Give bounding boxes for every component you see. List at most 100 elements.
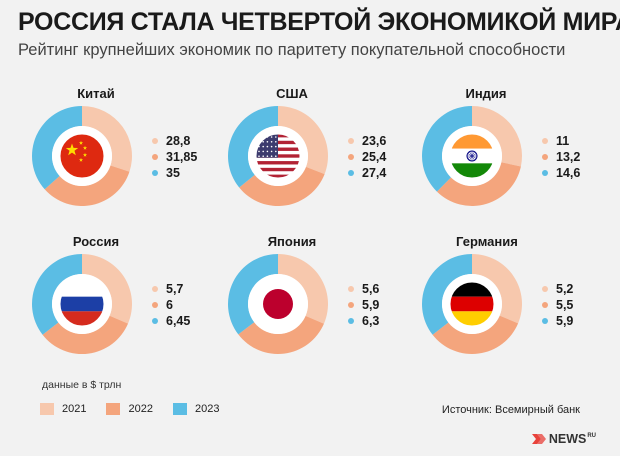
value-dot xyxy=(542,318,548,324)
value-label: 23,6 xyxy=(362,134,387,148)
logo-text: NEWS xyxy=(548,432,587,446)
value-label: 27,4 xyxy=(362,166,387,180)
value-label: 5,6 xyxy=(362,282,380,296)
donut-slice-2022 xyxy=(239,166,325,206)
logo-sup: RU xyxy=(587,433,596,439)
value-row-2023: 5,9 xyxy=(542,313,573,329)
legend-item-2021: 2021 xyxy=(40,403,86,415)
country-panel: Индия 11 13,2 14,6 xyxy=(420,86,620,226)
value-label: 35 xyxy=(166,166,180,180)
value-list: 23,6 25,4 27,4 xyxy=(348,133,386,181)
value-row-2023: 14,6 xyxy=(542,165,580,181)
source-note: Источник: Всемирный банк xyxy=(441,404,580,416)
donut-chart xyxy=(228,106,328,206)
unit-note: данные в $ трлн xyxy=(42,379,122,391)
value-list: 28,8 31,85 35 xyxy=(152,133,197,181)
value-list: 11 13,2 14,6 xyxy=(542,133,580,181)
value-dot xyxy=(152,286,158,292)
legend-label-2022: 2022 xyxy=(128,403,153,415)
donut-chart xyxy=(32,106,132,206)
value-label: 13,2 xyxy=(556,150,581,164)
donut-slice-2021 xyxy=(472,254,522,324)
legend-swatch-2023 xyxy=(172,403,187,415)
value-row-2023: 35 xyxy=(152,165,197,181)
donut-slice-2023 xyxy=(32,254,82,335)
value-dot xyxy=(348,170,354,176)
country-name: Россия xyxy=(72,234,120,249)
value-row-2022: 31,85 xyxy=(152,149,197,165)
russia-flag xyxy=(60,282,104,326)
donut-slice-2021 xyxy=(82,106,132,172)
value-row-2021: 28,8 xyxy=(152,133,197,149)
value-label: 5,2 xyxy=(556,282,574,296)
value-row-2021: 5,6 xyxy=(348,281,379,297)
value-list: 5,7 6 6,45 xyxy=(152,281,190,329)
news-logo: NEWS RU xyxy=(531,432,596,446)
legend-item-2023: 2023 xyxy=(172,403,220,415)
value-label: 5,5 xyxy=(556,298,574,312)
country-name: Индия xyxy=(465,86,507,101)
value-dot xyxy=(542,138,548,144)
value-dot xyxy=(348,318,354,324)
donut-chart xyxy=(228,254,328,354)
donut-slice-2022 xyxy=(238,315,324,354)
logo-mark-icon xyxy=(531,434,546,444)
donut-chart xyxy=(422,106,522,206)
value-label: 6,3 xyxy=(362,314,380,328)
value-label: 5,9 xyxy=(362,298,380,312)
value-dot xyxy=(348,138,354,144)
value-dot xyxy=(152,138,158,144)
china-flag xyxy=(60,134,104,178)
value-dot xyxy=(542,302,548,308)
value-row-2022: 25,4 xyxy=(348,149,386,165)
page-title: РОССИЯ СТАЛА ЧЕТВЕРТОЙ ЭКОНОМИКОЙ МИРА xyxy=(18,8,620,36)
value-dot xyxy=(348,286,354,292)
legend-label-2021: 2021 xyxy=(62,403,87,415)
value-dot xyxy=(152,318,158,324)
value-label: 5,9 xyxy=(556,314,574,328)
donut-slice-2021 xyxy=(278,106,328,175)
donut-slice-2021 xyxy=(278,254,328,324)
donut-slice-2023 xyxy=(228,106,278,188)
country-panel: Россия 5,7 6 6,45 xyxy=(30,234,230,374)
donut-slice-2022 xyxy=(432,315,519,354)
country-panel: Япония 5,6 5,9 6,3 xyxy=(226,234,426,374)
value-label: 6,45 xyxy=(166,314,191,328)
value-row-2021: 11 xyxy=(542,133,580,149)
country-panel: США 23,6 25,4 27,4 xyxy=(226,86,426,226)
value-label: 5,7 xyxy=(166,282,184,296)
donut-slice-2021 xyxy=(472,106,522,167)
value-row-2021: 5,7 xyxy=(152,281,190,297)
donut-slice-2022 xyxy=(42,315,129,354)
value-dot xyxy=(152,170,158,176)
page-subtitle: Рейтинг крупнейших экономик по паритету … xyxy=(18,41,566,59)
donut-slice-2023 xyxy=(422,106,472,192)
country-panel: Китай 28,8 31,85 35 xyxy=(30,86,230,226)
value-label: 28,8 xyxy=(166,134,191,148)
legend-swatch-2022 xyxy=(106,403,121,415)
value-dot xyxy=(152,302,158,308)
country-panel: Германия 5,2 5,5 5,9 xyxy=(420,234,620,374)
legend-item-2022: 2022 xyxy=(106,403,153,415)
legend: 2021 2022 2023 xyxy=(40,403,239,415)
value-dot xyxy=(348,302,354,308)
value-dot xyxy=(542,154,548,160)
value-label: 6 xyxy=(166,298,173,312)
value-row-2022: 6 xyxy=(152,297,190,313)
value-label: 11 xyxy=(556,134,570,148)
value-row-2023: 6,45 xyxy=(152,313,190,329)
value-row-2021: 23,6 xyxy=(348,133,386,149)
country-name: США xyxy=(276,86,308,101)
donut-chart xyxy=(422,254,522,354)
india-flag xyxy=(450,134,494,178)
value-row-2023: 6,3 xyxy=(348,313,379,329)
country-name: Япония xyxy=(267,234,317,249)
germany-flag xyxy=(450,282,494,326)
donut-slice-2023 xyxy=(32,106,82,190)
value-row-2022: 13,2 xyxy=(542,149,580,165)
legend-label-2023: 2023 xyxy=(194,403,220,415)
value-row-2022: 5,9 xyxy=(348,297,379,313)
country-name: Германия xyxy=(456,234,518,249)
value-dot xyxy=(348,154,354,160)
value-dot xyxy=(542,170,548,176)
